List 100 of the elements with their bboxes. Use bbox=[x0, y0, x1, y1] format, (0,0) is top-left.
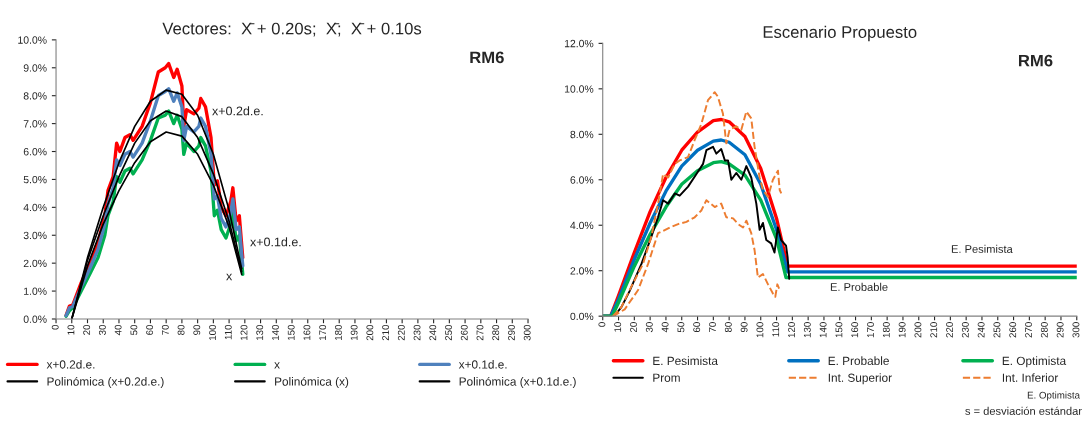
x-tick-label: 80 bbox=[724, 322, 732, 333]
x-tick-label: 290 bbox=[508, 324, 515, 341]
x-tick-label: 140 bbox=[272, 324, 279, 341]
x-tick-label: 0 bbox=[598, 322, 606, 327]
x-tick-label: 80 bbox=[177, 324, 185, 335]
y-tick-label: 0.0% bbox=[23, 315, 47, 323]
x-tick-label: 260 bbox=[460, 324, 468, 341]
annotation: E. Pesimista bbox=[951, 244, 1013, 253]
x-tick-label: 210 bbox=[930, 322, 938, 338]
y-tick-label: 10.0% bbox=[18, 36, 47, 44]
x-tick-label: 270 bbox=[1025, 322, 1032, 338]
x-tick-label: 190 bbox=[898, 322, 906, 338]
x-tick-label: 140 bbox=[819, 322, 827, 338]
chart-title: Vectores: X̄ + 0.20s; X̄; X̄ + 0.10s bbox=[162, 22, 422, 37]
x-tick-label: 30 bbox=[645, 322, 653, 333]
x-tick-label: 130 bbox=[256, 324, 264, 341]
legend-label: Polinómica (x+0.1d.e.) bbox=[459, 376, 576, 389]
x-tick-label: 180 bbox=[334, 324, 342, 341]
legend-label: x bbox=[274, 362, 280, 369]
x-tick-label: 170 bbox=[319, 324, 327, 341]
legend-label: Prom bbox=[653, 373, 680, 382]
x-tick-label: 120 bbox=[240, 324, 248, 341]
x-tick-label: 270 bbox=[476, 324, 484, 341]
x-tick-label: 190 bbox=[350, 324, 358, 341]
y-tick-label: 10.0% bbox=[564, 85, 594, 93]
x-tick-label: 280 bbox=[492, 324, 500, 341]
y-tick-label: 7.0% bbox=[23, 120, 47, 128]
x-tick-label: 150 bbox=[287, 324, 295, 341]
x-tick-label: 290 bbox=[1056, 322, 1064, 338]
x-tick-label: 230 bbox=[413, 324, 421, 341]
x-tick-label: 230 bbox=[961, 322, 969, 338]
x-tick-label: 130 bbox=[803, 322, 811, 338]
x-tick-label: 90 bbox=[193, 324, 201, 335]
annotation: x+0.2d.e. bbox=[212, 106, 263, 116]
legend-label: Int. Inferior bbox=[1002, 373, 1059, 382]
x-tick-label: 240 bbox=[977, 322, 985, 338]
x-tick-label: 300 bbox=[523, 324, 531, 341]
x-tick-label: 30 bbox=[98, 324, 106, 335]
annotation: x bbox=[226, 273, 233, 281]
x-tick-label: 50 bbox=[677, 322, 685, 333]
text: s = desviación estándar bbox=[965, 406, 1082, 415]
legend-label: x+0.1d.e. bbox=[458, 360, 507, 369]
y-tick-label: 9.0% bbox=[23, 64, 47, 72]
x-tick-label: 110 bbox=[224, 324, 232, 340]
y-tick-label: 6.0% bbox=[570, 176, 594, 184]
legend-label: E. Pesimista bbox=[653, 356, 718, 366]
x-tick-label: 0 bbox=[51, 324, 59, 330]
text: E. Optimista bbox=[1027, 391, 1080, 401]
annotation: E. Probable bbox=[830, 282, 888, 291]
legend-label: Polinómica (x+0.2d.e.) bbox=[47, 376, 164, 389]
x-tick-label: 70 bbox=[709, 322, 716, 333]
x-tick-label: 20 bbox=[630, 322, 637, 333]
x-tick-label: 180 bbox=[882, 322, 890, 338]
y-tick-label: 3.0% bbox=[23, 231, 47, 240]
x-tick-label: 10 bbox=[67, 324, 75, 335]
x-tick-label: 170 bbox=[867, 322, 874, 338]
x-tick-label: 40 bbox=[661, 322, 669, 333]
y-tick-label: 6.0% bbox=[23, 148, 47, 156]
x-tick-label: 220 bbox=[397, 324, 405, 341]
y-tick-label: 8.0% bbox=[23, 92, 47, 100]
x-tick-label: 160 bbox=[303, 324, 311, 341]
x-tick-label: 220 bbox=[946, 322, 953, 338]
legend-label: E. Probable bbox=[828, 356, 889, 366]
x-tick-label: 280 bbox=[1040, 322, 1048, 338]
x-tick-label: 60 bbox=[693, 322, 701, 333]
annotation: x+0.1d.e. bbox=[250, 237, 301, 247]
legend-label: E. Optimista bbox=[1002, 356, 1067, 368]
legend-label: Int. Superior bbox=[828, 373, 892, 385]
x-tick-label: 10 bbox=[614, 322, 622, 332]
annotation: RM6 bbox=[1018, 54, 1053, 67]
x-tick-label: 160 bbox=[851, 322, 859, 338]
x-tick-label: 300 bbox=[1072, 322, 1080, 338]
x-tick-label: 60 bbox=[146, 324, 154, 335]
annotation: RM6 bbox=[470, 51, 504, 64]
x-tick-label: 20 bbox=[83, 324, 91, 335]
x-tick-label: 100 bbox=[209, 324, 216, 341]
x-tick-label: 200 bbox=[914, 322, 922, 338]
legend-label: x+0.2d.e. bbox=[46, 360, 95, 369]
y-tick-label: 5.0% bbox=[23, 175, 47, 184]
y-tick-label: 4.0% bbox=[23, 203, 47, 212]
y-tick-label: 1.0% bbox=[24, 287, 47, 295]
x-tick-label: 240 bbox=[429, 324, 437, 341]
x-tick-label: 200 bbox=[366, 324, 374, 341]
x-tick-label: 250 bbox=[445, 324, 452, 341]
x-tick-label: 210 bbox=[382, 324, 390, 341]
y-tick-label: 2.0% bbox=[570, 267, 594, 275]
x-tick-label: 70 bbox=[161, 324, 169, 335]
x-tick-label: 50 bbox=[130, 324, 138, 335]
x-tick-label: 110 bbox=[772, 322, 780, 337]
x-tick-label: 120 bbox=[788, 322, 795, 338]
x-tick-label: 40 bbox=[114, 324, 122, 336]
y-tick-label: 8.0% bbox=[570, 130, 594, 139]
chart-title: Escenario Propuesto bbox=[763, 25, 917, 42]
y-tick-label: 0.0% bbox=[570, 312, 594, 321]
y-tick-label: 12.0% bbox=[564, 39, 594, 48]
x-tick-label: 150 bbox=[835, 322, 843, 338]
x-tick-label: 100 bbox=[756, 322, 764, 338]
x-tick-label: 250 bbox=[993, 322, 1001, 338]
x-tick-label: 260 bbox=[1009, 322, 1017, 338]
y-tick-label: 4.0% bbox=[570, 221, 594, 230]
